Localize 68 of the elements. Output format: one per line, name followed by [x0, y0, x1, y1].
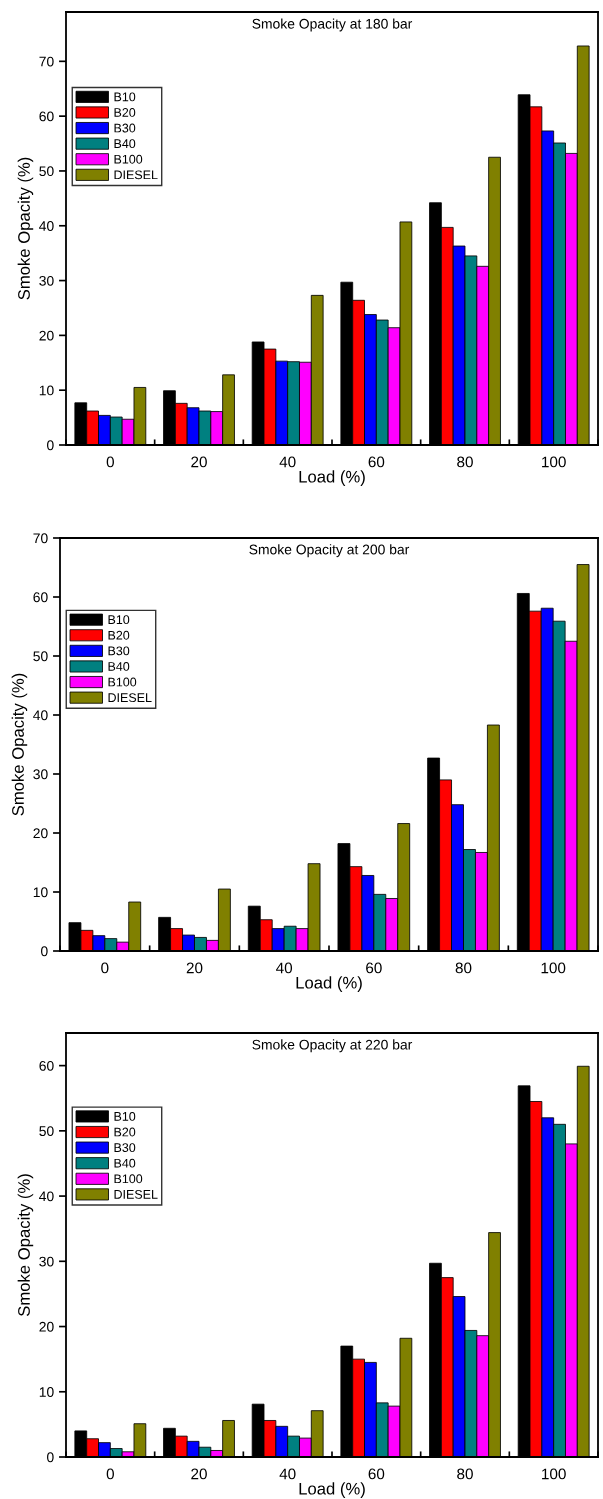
- y-tick-label: 10: [33, 887, 48, 898]
- y-axis-title: Smoke Opacity (%): [17, 157, 34, 300]
- y-tick-label: 10: [39, 385, 54, 396]
- x-tick-label: 80: [457, 1468, 473, 1480]
- legend-label: DIESEL: [114, 1189, 158, 1199]
- x-tick-label: 100: [541, 962, 566, 974]
- y-tick-label: 40: [39, 221, 54, 231]
- x-tick-label: 40: [279, 456, 296, 468]
- y-tick-label: 70: [39, 56, 54, 67]
- x-tick-label: 100: [542, 456, 566, 468]
- y-tick-label: 40: [39, 1191, 54, 1202]
- y-tick-label: 50: [39, 166, 54, 177]
- y-tick-label: 40: [33, 710, 48, 721]
- x-axis-title: Load (%): [299, 1482, 365, 1498]
- x-tick-label: 80: [457, 456, 473, 468]
- x-tick-label: 60: [366, 962, 382, 974]
- y-tick-label: 0: [47, 440, 54, 451]
- legend-label: B20: [114, 108, 136, 117]
- legend-label: B30: [114, 1143, 136, 1153]
- x-tick-label: 20: [186, 962, 203, 974]
- x-tick-label: 0: [106, 1468, 114, 1480]
- legend-label: B20: [114, 1127, 136, 1137]
- y-tick-label: 20: [39, 1321, 54, 1332]
- y-tick-label: 50: [33, 651, 48, 662]
- legend-label: B10: [114, 1111, 136, 1121]
- x-tick-label: 100: [542, 1468, 566, 1480]
- legend-label: B100: [114, 1174, 143, 1184]
- y-tick-label: 50: [39, 1126, 54, 1137]
- y-tick-label: 70: [33, 533, 48, 544]
- x-axis-title: Load (%): [299, 470, 365, 486]
- x-axis-title: Load (%): [296, 976, 362, 992]
- x-tick-label: 80: [455, 962, 472, 974]
- y-tick-label: 20: [33, 828, 48, 839]
- y-tick-label: 30: [33, 769, 48, 780]
- legend-label: B20: [108, 630, 130, 640]
- x-tick-label: 40: [276, 962, 293, 974]
- legend-label: B10: [114, 92, 136, 102]
- x-tick-label: 40: [279, 1468, 296, 1480]
- x-tick-label: 0: [101, 962, 109, 974]
- y-axis-title: Smoke Opacity (%): [11, 673, 28, 816]
- chart-title: Smoke Opacity at 180 bar: [252, 18, 413, 32]
- legend-label: B100: [114, 154, 143, 164]
- y-tick-label: 30: [39, 1256, 54, 1267]
- legend-label: DIESEL: [108, 693, 152, 703]
- y-tick-label: 10: [39, 1387, 54, 1397]
- y-tick-label: 0: [41, 946, 48, 957]
- y-tick-label: 60: [39, 1060, 54, 1071]
- y-tick-label: 0: [47, 1452, 54, 1463]
- legend-label: B10: [108, 615, 130, 625]
- x-tick-label: 60: [368, 1468, 385, 1480]
- x-tick-label: 0: [106, 456, 114, 468]
- chart-title: Smoke Opacity at 220 bar: [252, 1039, 413, 1053]
- y-axis-title: Smoke Opacity (%): [17, 1174, 34, 1317]
- y-tick-label: 60: [39, 111, 54, 122]
- y-tick-label: 20: [39, 330, 54, 341]
- legend-label: B100: [108, 677, 137, 687]
- legend-label: B40: [114, 139, 136, 149]
- legend-label: B40: [114, 1158, 136, 1168]
- legend-label: DIESEL: [114, 170, 158, 180]
- legend-label: B30: [114, 123, 136, 133]
- chart-title: Smoke Opacity at 200 bar: [249, 544, 410, 558]
- y-tick-label: 30: [39, 275, 54, 286]
- x-tick-label: 20: [191, 1468, 207, 1480]
- x-tick-label: 20: [191, 456, 207, 468]
- y-tick-label: 60: [33, 592, 48, 603]
- legend-label: B40: [108, 662, 130, 671]
- legend-label: B30: [108, 646, 130, 656]
- x-tick-label: 60: [368, 456, 385, 468]
